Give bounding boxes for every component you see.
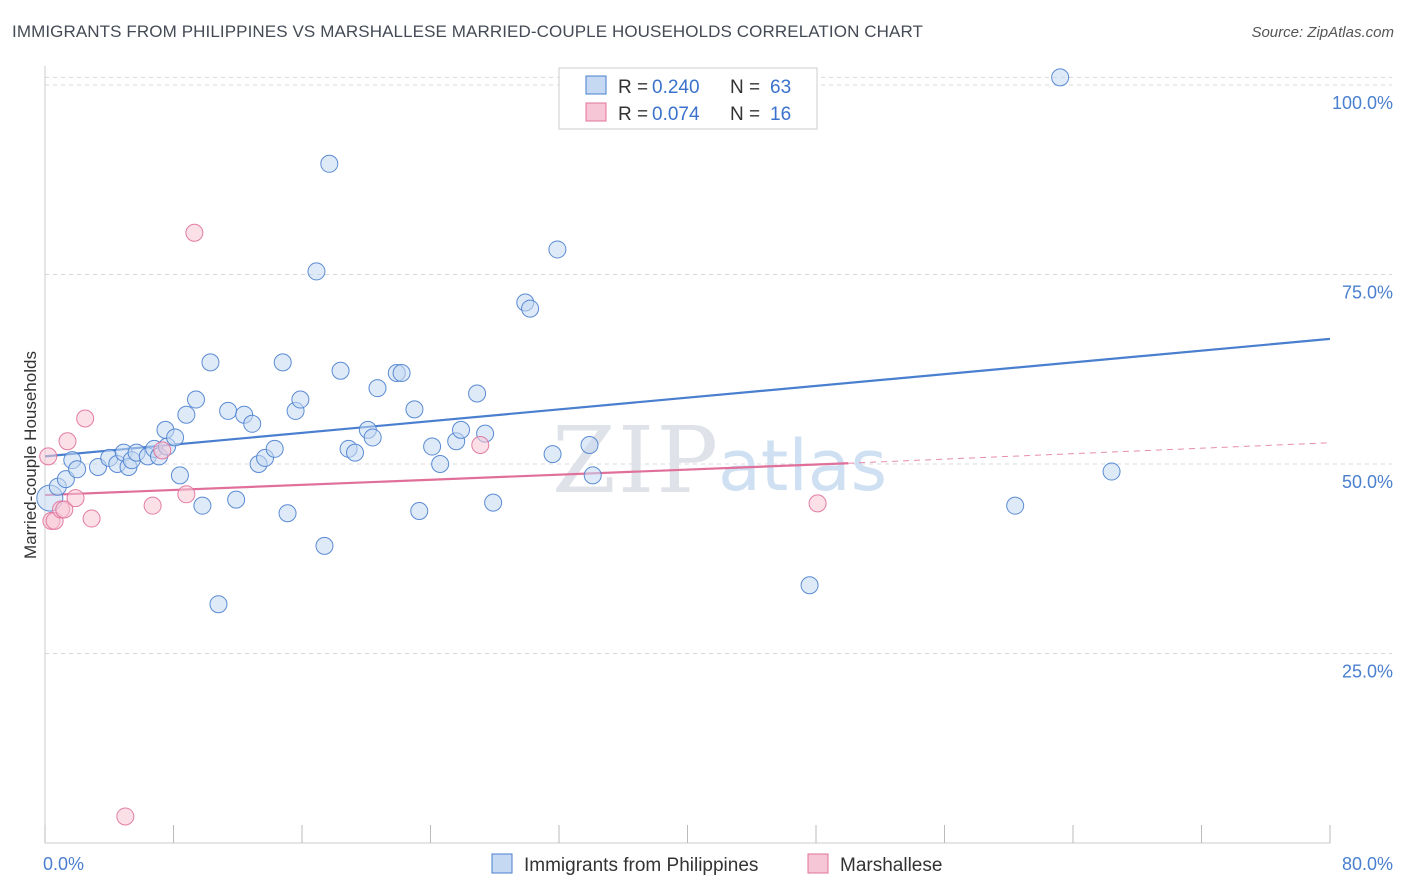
data-point-blue xyxy=(800,576,819,595)
data-point-blue xyxy=(243,414,262,433)
data-point-blue xyxy=(1051,68,1070,87)
data-point-blue xyxy=(484,493,503,512)
legend-r-label-pink: R = xyxy=(618,104,648,125)
data-point-blue xyxy=(410,501,429,520)
data-point-blue xyxy=(177,405,196,424)
data-point-blue xyxy=(431,454,450,473)
data-point-blue xyxy=(548,240,567,259)
data-point-pink xyxy=(185,223,204,242)
data-point-blue xyxy=(170,466,189,485)
data-point-blue xyxy=(186,390,205,409)
data-point-blue xyxy=(583,466,602,485)
data-point-blue xyxy=(68,460,87,479)
data-point-pink xyxy=(471,436,490,455)
y-tick-label: 25.0% xyxy=(1342,661,1393,681)
legend-r-label-blue: R = xyxy=(618,77,648,98)
data-point-pink xyxy=(55,500,74,519)
data-point-blue xyxy=(1006,496,1025,515)
legend-n-label-blue: N = xyxy=(730,77,760,98)
data-point-blue xyxy=(166,428,185,447)
chart-source: Source: ZipAtlas.com xyxy=(1251,24,1394,41)
data-point-blue xyxy=(580,436,599,455)
bottom-legend-swatch-pink xyxy=(807,853,829,874)
data-point-pink xyxy=(82,509,101,528)
y-axis-label: Married-couple Households xyxy=(21,351,40,559)
data-point-blue xyxy=(307,262,326,281)
data-point-pink xyxy=(808,494,827,513)
legend-n-value-pink: 16 xyxy=(770,104,791,125)
data-point-pink xyxy=(116,807,135,826)
legend-n-label-pink: N = xyxy=(730,104,760,125)
data-point-blue xyxy=(423,437,442,456)
data-point-pink xyxy=(58,432,77,451)
legend-box: R = 0.240 N = 63 R = 0.074 N = 16 xyxy=(558,67,818,130)
data-point-blue xyxy=(219,401,238,420)
legend-r-value-pink: 0.074 xyxy=(652,104,700,125)
points-layer xyxy=(36,68,1121,826)
trend-line-extension-pink xyxy=(848,442,1331,464)
data-point-blue xyxy=(521,299,540,318)
bottom-legend: Immigrants from Philippines Marshallese xyxy=(491,853,942,876)
data-point-blue xyxy=(315,536,334,555)
data-point-blue xyxy=(468,384,487,403)
bottom-legend-label-marshallese: Marshallese xyxy=(840,855,942,876)
data-point-blue xyxy=(452,420,471,439)
legend-r-value-blue: 0.240 xyxy=(652,77,700,98)
data-point-blue xyxy=(209,595,228,614)
data-point-blue xyxy=(368,379,387,398)
data-point-blue xyxy=(1102,462,1121,481)
chart-title: IMMIGRANTS FROM PHILIPPINES VS MARSHALLE… xyxy=(12,22,924,41)
trend-line-blue xyxy=(44,337,1331,458)
data-point-blue xyxy=(331,361,350,380)
bottom-legend-label-philippines: Immigrants from Philippines xyxy=(524,855,758,876)
data-point-blue xyxy=(265,439,284,458)
data-point-blue xyxy=(320,154,339,173)
watermark: ZIP atlas xyxy=(552,407,887,514)
x-tick-label: 0.0% xyxy=(43,854,84,874)
legend-swatch-pink xyxy=(585,102,607,122)
data-point-pink xyxy=(76,409,95,428)
data-point-blue xyxy=(193,496,212,515)
data-point-pink xyxy=(66,489,85,508)
data-point-blue xyxy=(227,490,246,509)
tick-label-layer: 25.0% 50.0% 75.0% 100.0% 0.0% 80.0% xyxy=(43,93,1393,874)
x-tick-label: 80.0% xyxy=(1342,854,1393,874)
data-point-blue xyxy=(291,390,310,409)
y-tick-label: 100.0% xyxy=(1332,93,1393,113)
data-point-blue xyxy=(543,445,562,464)
data-point-blue xyxy=(201,353,220,372)
y-tick-label: 50.0% xyxy=(1342,472,1393,492)
data-point-pink xyxy=(143,496,162,515)
legend-n-value-blue: 63 xyxy=(770,77,791,98)
data-point-blue xyxy=(392,364,411,383)
data-point-blue xyxy=(363,428,382,447)
data-point-blue xyxy=(273,353,292,372)
y-tick-label: 75.0% xyxy=(1342,282,1393,302)
grid-layer xyxy=(45,76,1392,654)
data-point-blue xyxy=(278,504,297,523)
data-point-pink xyxy=(177,485,196,504)
data-point-blue xyxy=(405,400,424,419)
data-point-pink xyxy=(39,447,58,466)
watermark-zip: ZIP xyxy=(552,407,720,514)
legend-swatch-blue xyxy=(585,75,607,95)
data-point-blue xyxy=(346,443,365,462)
data-point-pink xyxy=(153,441,172,460)
bottom-legend-swatch-blue xyxy=(491,853,513,874)
